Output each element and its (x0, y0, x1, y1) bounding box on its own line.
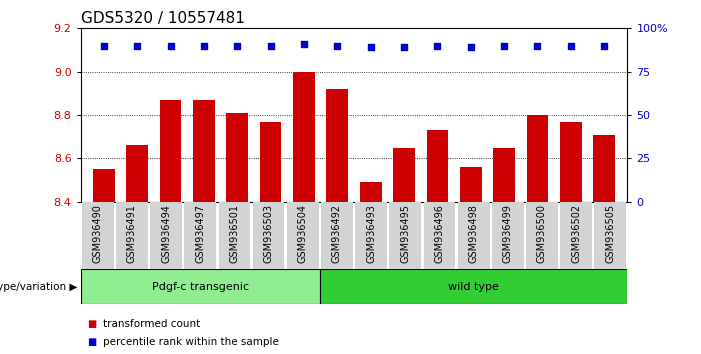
Text: GSM936493: GSM936493 (366, 204, 376, 263)
Bar (355, 202, 387, 269)
Bar (458, 202, 489, 269)
Bar (116, 202, 148, 269)
Point (565, 43, 576, 48)
Text: GSM936491: GSM936491 (127, 204, 137, 263)
Text: GSM936503: GSM936503 (264, 204, 273, 263)
Bar (492, 202, 524, 269)
Text: genotype/variation ▶: genotype/variation ▶ (0, 282, 77, 292)
Point (498, 43, 510, 48)
Text: GSM936497: GSM936497 (195, 204, 205, 263)
Text: transformed count: transformed count (103, 319, 200, 329)
Point (599, 43, 610, 48)
Bar (389, 202, 421, 269)
Bar (423, 202, 456, 269)
Bar (193, 100, 215, 202)
Bar (126, 145, 148, 202)
Bar (287, 202, 319, 269)
Text: percentile rank within the sample: percentile rank within the sample (103, 337, 279, 347)
Point (98, 43, 109, 48)
Bar (560, 121, 582, 202)
Point (365, 45, 376, 50)
Text: GSM936495: GSM936495 (400, 204, 410, 263)
Text: GSM936494: GSM936494 (161, 204, 171, 263)
Bar (219, 202, 250, 269)
Bar (494, 148, 515, 202)
Bar (321, 202, 353, 269)
Point (465, 45, 476, 50)
Text: GDS5320 / 10557481: GDS5320 / 10557481 (81, 11, 245, 26)
Point (398, 45, 409, 50)
Bar (327, 89, 348, 202)
Text: ■: ■ (88, 337, 97, 347)
Point (132, 43, 143, 48)
Bar (560, 202, 592, 269)
Point (532, 43, 543, 48)
Text: GSM936504: GSM936504 (298, 204, 308, 263)
Text: GSM936500: GSM936500 (537, 204, 547, 263)
Text: GSM936496: GSM936496 (435, 204, 444, 263)
Text: GSM936505: GSM936505 (605, 204, 615, 263)
Bar (252, 202, 285, 269)
Bar (293, 72, 315, 202)
Bar (526, 115, 548, 202)
Text: GSM936502: GSM936502 (571, 204, 581, 263)
Text: GSM936499: GSM936499 (503, 204, 513, 263)
Point (165, 43, 176, 48)
Bar (260, 121, 282, 202)
Text: GSM936492: GSM936492 (332, 204, 342, 263)
Bar (93, 169, 115, 202)
Bar (160, 100, 182, 202)
Point (198, 43, 210, 48)
Point (265, 43, 276, 48)
Text: Pdgf-c transgenic: Pdgf-c transgenic (151, 282, 249, 292)
Bar (594, 202, 626, 269)
Bar (320, 269, 627, 304)
Text: GSM936501: GSM936501 (229, 204, 240, 263)
Text: ■: ■ (88, 319, 97, 329)
Bar (593, 135, 615, 202)
Point (432, 43, 443, 48)
Bar (526, 202, 558, 269)
Bar (426, 130, 448, 202)
Text: GSM936490: GSM936490 (93, 204, 103, 263)
Bar (360, 182, 381, 202)
Point (232, 43, 243, 48)
Text: wild type: wild type (448, 282, 499, 292)
Point (332, 43, 343, 48)
Bar (226, 113, 248, 202)
Point (299, 41, 310, 47)
Bar (150, 202, 182, 269)
Bar (393, 148, 415, 202)
Text: GSM936498: GSM936498 (468, 204, 479, 263)
Bar (81, 269, 320, 304)
Bar (82, 202, 114, 269)
Bar (184, 202, 216, 269)
Bar (460, 167, 482, 202)
